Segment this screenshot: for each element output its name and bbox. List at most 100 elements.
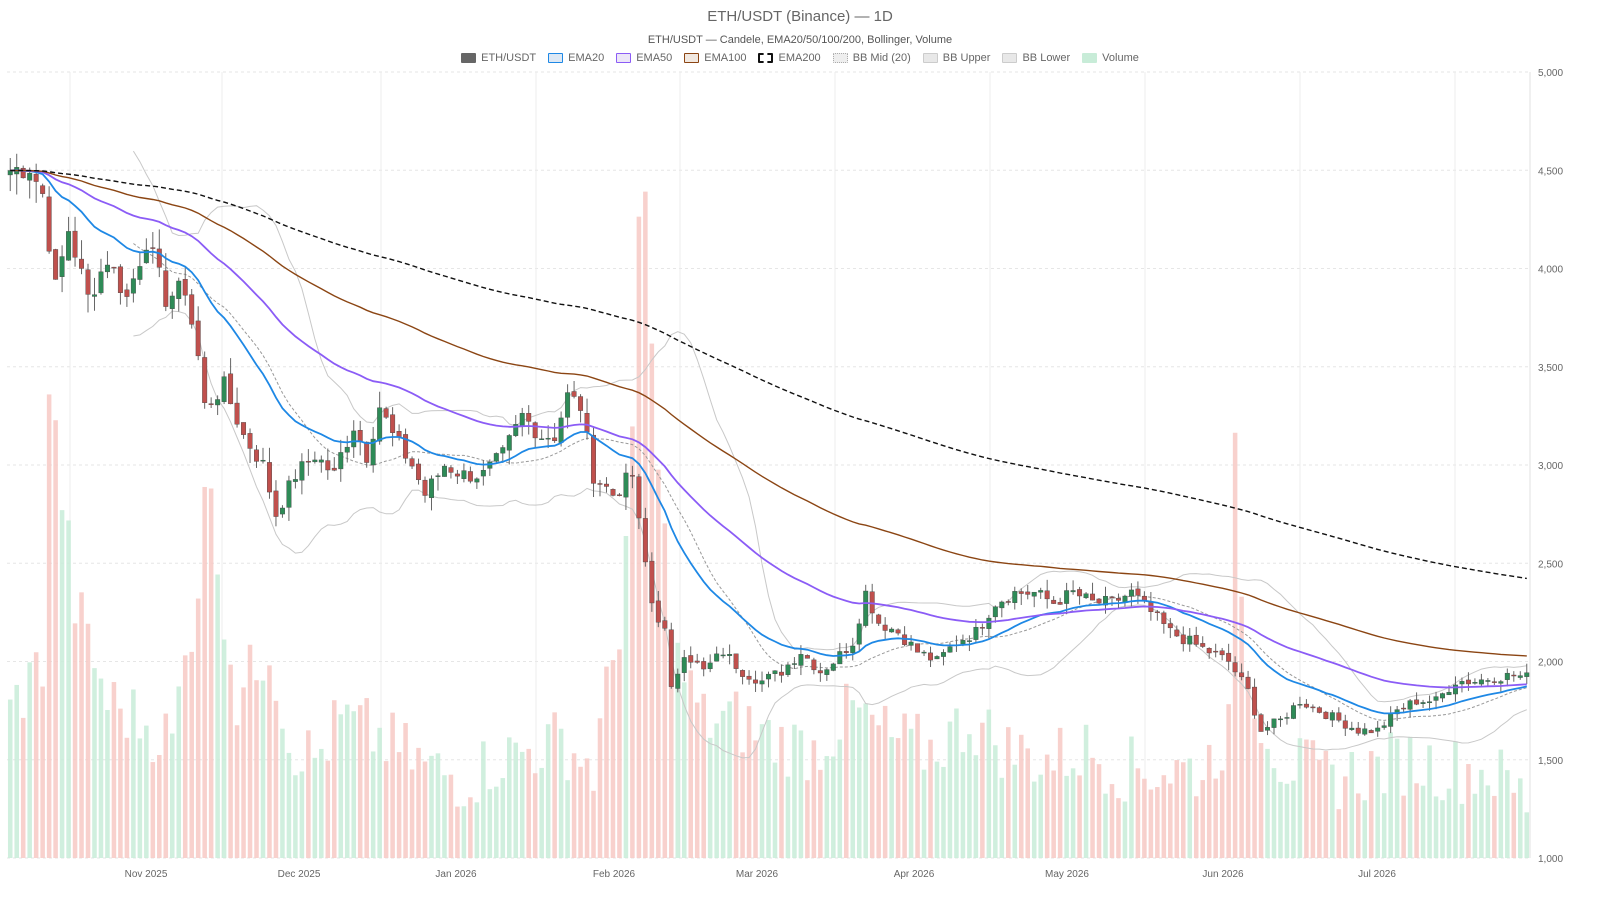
candle[interactable] [493, 452, 499, 465]
candle[interactable] [1252, 678, 1258, 719]
candle[interactable] [338, 439, 344, 482]
candle[interactable] [856, 618, 862, 651]
candle[interactable] [720, 647, 726, 659]
candle[interactable] [662, 616, 668, 631]
candle[interactable] [1096, 598, 1102, 606]
candle[interactable] [895, 628, 901, 636]
candle[interactable] [759, 671, 765, 692]
candle[interactable] [1375, 720, 1381, 737]
candle[interactable] [377, 391, 383, 445]
candle[interactable] [247, 428, 253, 464]
candle[interactable] [1316, 706, 1322, 714]
candle[interactable] [539, 429, 545, 440]
candle[interactable] [1485, 678, 1491, 687]
candle[interactable] [1524, 663, 1530, 684]
candle[interactable] [798, 645, 804, 676]
candle[interactable] [1440, 692, 1445, 703]
candle[interactable] [837, 642, 843, 665]
candle[interactable] [1025, 585, 1031, 600]
candle[interactable] [7, 158, 13, 192]
candle[interactable] [454, 469, 460, 484]
candle[interactable] [629, 465, 635, 489]
candle[interactable] [1459, 677, 1465, 693]
candle[interactable] [1077, 586, 1083, 605]
candle[interactable] [1504, 668, 1510, 687]
candle[interactable] [254, 445, 259, 468]
candle[interactable] [1303, 699, 1309, 709]
candle[interactable] [623, 463, 629, 510]
candle[interactable] [804, 654, 810, 659]
candle[interactable] [364, 441, 370, 468]
candle[interactable] [318, 455, 324, 473]
candle[interactable] [137, 251, 143, 285]
candle[interactable] [1336, 707, 1342, 723]
candle[interactable] [1122, 594, 1128, 607]
candle[interactable] [636, 473, 642, 530]
candle[interactable] [649, 552, 655, 612]
candle[interactable] [20, 165, 26, 179]
candle[interactable] [876, 613, 882, 626]
candle[interactable] [169, 291, 175, 319]
candle[interactable] [1491, 677, 1497, 686]
candle[interactable] [1051, 596, 1057, 604]
candle[interactable] [1472, 678, 1478, 685]
candle[interactable] [889, 627, 895, 633]
candle[interactable] [312, 451, 318, 464]
candle[interactable] [902, 626, 908, 647]
candle[interactable] [299, 453, 305, 495]
candle[interactable] [1167, 618, 1173, 639]
candle[interactable] [785, 662, 791, 677]
candle[interactable] [1239, 663, 1245, 681]
candle[interactable] [228, 358, 234, 405]
candle[interactable] [772, 670, 778, 682]
candle[interactable] [279, 505, 285, 518]
candle[interactable] [1381, 721, 1387, 730]
candle[interactable] [59, 245, 65, 293]
candle[interactable] [202, 351, 208, 409]
candle[interactable] [966, 635, 972, 652]
candle[interactable] [66, 216, 72, 261]
candle[interactable] [1200, 636, 1206, 649]
candle[interactable] [429, 475, 434, 511]
candle[interactable] [461, 463, 467, 483]
candle[interactable] [694, 653, 700, 664]
candle[interactable] [403, 428, 409, 464]
candle[interactable] [701, 657, 707, 677]
candle[interactable] [921, 650, 927, 657]
candle[interactable] [1349, 721, 1355, 731]
candle[interactable] [467, 466, 473, 484]
candle[interactable] [357, 420, 363, 456]
candle[interactable] [1245, 670, 1251, 690]
candle[interactable] [130, 268, 136, 303]
candle[interactable] [351, 420, 357, 458]
candle[interactable] [1044, 579, 1050, 609]
candle[interactable] [79, 240, 84, 275]
candle[interactable] [1420, 699, 1426, 708]
candle[interactable] [979, 623, 985, 636]
candle[interactable] [1433, 691, 1439, 710]
candle[interactable] [416, 458, 422, 485]
candle[interactable] [1465, 672, 1471, 691]
candle[interactable] [1407, 698, 1413, 718]
candle[interactable] [487, 459, 493, 476]
candle[interactable] [791, 657, 797, 670]
candle[interactable] [72, 216, 78, 267]
candle[interactable] [215, 395, 221, 416]
candle[interactable] [1414, 692, 1420, 706]
candle[interactable] [727, 644, 733, 665]
candle[interactable] [941, 649, 946, 666]
candle[interactable] [830, 662, 836, 672]
candle[interactable] [422, 476, 428, 503]
candle[interactable] [778, 664, 784, 683]
candle[interactable] [1284, 712, 1290, 725]
candle[interactable] [733, 653, 739, 674]
candle[interactable] [1115, 593, 1121, 609]
candle[interactable] [1187, 628, 1193, 652]
candle[interactable] [53, 248, 59, 280]
candle[interactable] [33, 163, 39, 203]
legend-item[interactable]: BB Upper [922, 52, 990, 64]
candle[interactable] [591, 426, 596, 498]
legend-item[interactable]: EMA20 [548, 52, 604, 64]
candle[interactable] [474, 477, 480, 489]
